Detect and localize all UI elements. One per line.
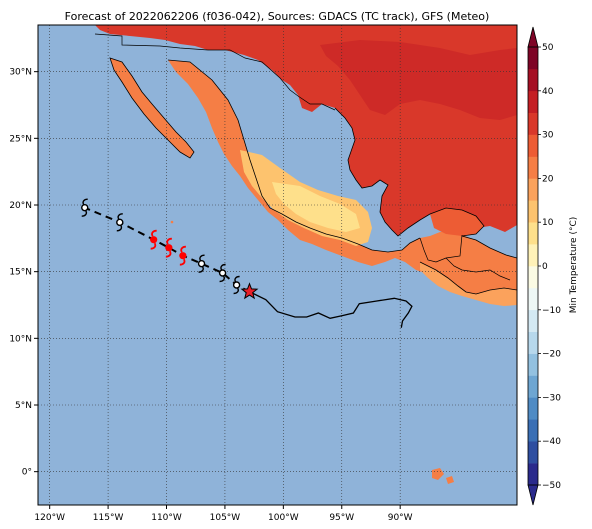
- lat-tick-label-0: 0°: [22, 468, 32, 478]
- map-title: Forecast of 2022062206 (f036-042), Sourc…: [65, 10, 490, 23]
- colorbar-tick-label-4: −10: [542, 306, 561, 316]
- colorbar-segment-16: [528, 112, 538, 135]
- land-island: [170, 220, 174, 224]
- lon-tick-label-2: 110°W: [151, 513, 182, 523]
- border-central-america: [445, 257, 511, 281]
- hurricane-symbol-5: [150, 229, 158, 250]
- land-temperature-field: [95, 25, 517, 484]
- land-texas-hotspot: [320, 40, 517, 120]
- gridlines: [38, 25, 517, 505]
- longitude-ticks: 120°W 115°W 110°W 105°W 100°W 95°W 90°W: [34, 505, 413, 523]
- storm-symbol-6: [116, 213, 124, 232]
- colorbar-segment-1: [528, 441, 538, 464]
- colorbar: −50 −40 −30 −20 −10 0 10 20 30 40 50: [527, 26, 561, 506]
- storm-symbol-1: [218, 263, 227, 283]
- storm-symbol-0: [232, 275, 241, 295]
- lon-tick-label-0: 120°W: [34, 513, 65, 523]
- colorbar-segment-9: [528, 266, 538, 289]
- colorbar-segment-5: [528, 353, 538, 376]
- lat-tick-label-4: 20°N: [9, 201, 32, 211]
- colorbar-segment-12: [528, 200, 538, 223]
- coastline-central-america: [419, 261, 517, 295]
- colorbar-tick-label-1: −40: [542, 437, 561, 447]
- colorbar-segment-19: [528, 47, 538, 70]
- forecast-start-star: [240, 282, 259, 300]
- lon-tick-label-1: 115°W: [93, 513, 124, 523]
- colorbar-segment-14: [528, 156, 538, 179]
- lon-tick-label-3: 105°W: [210, 513, 241, 523]
- land-mexico: [168, 60, 517, 300]
- colorbar-label: Min Temperature (°C): [569, 217, 579, 314]
- colorbar-segment-7: [528, 309, 538, 332]
- latitude-ticks: 0° 5°N 10°N 15°N 20°N 25°N 30°N: [9, 68, 38, 478]
- land-galapagos: [432, 468, 444, 480]
- lat-tick-label-5: 25°N: [9, 134, 32, 144]
- colorbar-segment-18: [528, 68, 538, 92]
- land-baja-california: [110, 58, 194, 158]
- lat-tick-label-1: 5°N: [15, 401, 32, 411]
- colorbar-tick-label-3: −20: [542, 350, 561, 360]
- colorbar-tick-label-9: 40: [542, 87, 554, 97]
- past-track-line: [249, 291, 413, 328]
- map-area: [38, 25, 517, 505]
- tc-track: [81, 198, 413, 328]
- storm-symbol-7: [81, 198, 89, 217]
- colorbar-tick-label-2: −30: [542, 393, 561, 403]
- lon-tick-label-5: 95°W: [329, 513, 354, 523]
- colorbar-extend-top: [527, 26, 539, 48]
- lat-tick-label-2: 10°N: [9, 334, 32, 344]
- coastline-baja: [109, 57, 195, 159]
- coastline-pacific: [167, 59, 421, 253]
- colorbar-segment-15: [528, 134, 538, 157]
- lat-tick-label-6: 30°N: [9, 68, 32, 78]
- land-central-america: [420, 262, 517, 306]
- land-yucatan: [430, 208, 484, 236]
- lon-tick-label-6: 90°W: [388, 513, 413, 523]
- colorbar-extend-bottom: [527, 484, 539, 506]
- land-plateau: [272, 182, 360, 232]
- colorbar-segment-11: [528, 222, 538, 245]
- colorbar-segment-10: [528, 244, 538, 267]
- border-mexico-guatemala: [419, 234, 463, 263]
- land-galapagos-small: [446, 476, 454, 484]
- coastlines: [109, 57, 517, 295]
- border-us-mexico: [94, 33, 336, 111]
- coastline-gulf: [334, 107, 517, 259]
- colorbar-segment-13: [528, 178, 538, 201]
- colorbar-segment-8: [528, 287, 538, 311]
- colorbar-segment-3: [528, 397, 538, 420]
- colorbar-segment-6: [528, 331, 538, 354]
- colorbar-tick-label-8: 30: [542, 131, 554, 141]
- colorbar-segment-0: [528, 463, 538, 486]
- hurricane-symbol-4: [165, 237, 173, 258]
- lat-tick-label-3: 15°N: [9, 268, 32, 278]
- colorbar-segment-2: [528, 419, 538, 442]
- map-frame: [37, 24, 518, 506]
- colorbar-tick-label-0: −50: [542, 481, 561, 491]
- colorbar-segment-17: [528, 90, 538, 113]
- colorbar-segment-4: [528, 375, 538, 398]
- hurricane-symbol-3: [179, 245, 187, 266]
- lon-tick-label-4: 100°W: [268, 513, 299, 523]
- colorbar-tick-label-6: 10: [542, 218, 554, 228]
- colorbar-tick-label-5: 0: [542, 262, 548, 272]
- colorbar-tick-label-10: 50: [542, 43, 554, 53]
- colorbar-tick-label-7: 20: [542, 174, 554, 184]
- storm-symbol-2: [197, 254, 206, 273]
- country-borders: [94, 33, 511, 281]
